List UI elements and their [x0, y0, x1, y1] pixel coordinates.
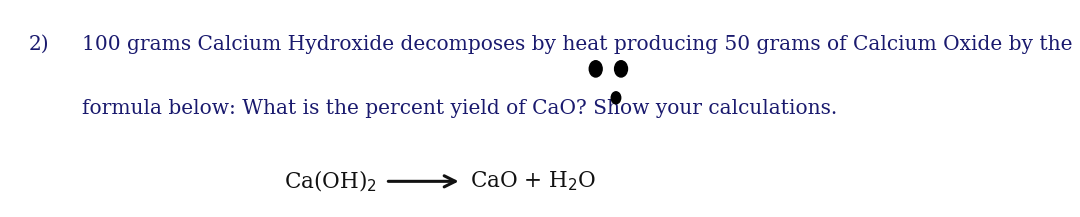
Ellipse shape — [611, 92, 621, 104]
Text: Ca(OH)$_2$: Ca(OH)$_2$ — [284, 169, 377, 194]
Text: CaO + H$_2$O: CaO + H$_2$O — [470, 169, 596, 193]
Text: 100 grams Calcium Hydroxide decomposes by heat producing 50 grams of Calcium Oxi: 100 grams Calcium Hydroxide decomposes b… — [82, 35, 1072, 54]
Text: formula below: What is the percent yield of CaO? Show your calculations.: formula below: What is the percent yield… — [82, 99, 837, 118]
Text: 2): 2) — [28, 35, 49, 54]
Ellipse shape — [615, 61, 627, 77]
Ellipse shape — [590, 61, 603, 77]
